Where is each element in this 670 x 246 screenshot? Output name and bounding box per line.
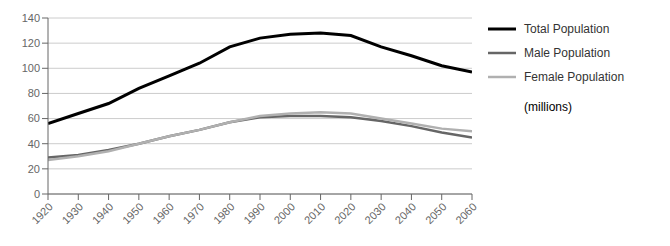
svg-text:40: 40	[28, 138, 40, 150]
svg-text:1960: 1960	[150, 200, 176, 226]
svg-text:100: 100	[22, 62, 40, 74]
svg-text:1980: 1980	[211, 200, 237, 226]
svg-text:2050: 2050	[423, 200, 449, 226]
svg-text:1990: 1990	[241, 200, 267, 226]
svg-text:120: 120	[22, 37, 40, 49]
svg-text:20: 20	[28, 163, 40, 175]
html-text:(millions): (millions)	[524, 100, 572, 114]
svg-text:2040: 2040	[393, 200, 419, 226]
svg-text:1950: 1950	[120, 200, 146, 226]
svg-text:60: 60	[28, 112, 40, 124]
svg-text:80: 80	[28, 87, 40, 99]
svg-text:1930: 1930	[59, 200, 85, 226]
svg-text:2060: 2060	[453, 200, 479, 226]
svg-text:1940: 1940	[90, 200, 116, 226]
svg-text:2010: 2010	[302, 200, 328, 226]
svg-text:2020: 2020	[332, 200, 358, 226]
html-text:Total Population: Total Population	[524, 22, 610, 36]
svg-text:0: 0	[34, 188, 40, 200]
svg-text:2000: 2000	[271, 200, 297, 226]
html-text:Male Population: Male Population	[524, 46, 611, 60]
svg-text:1970: 1970	[181, 200, 207, 226]
svg-text:1920: 1920	[29, 200, 55, 226]
html-text:Female Population: Female Population	[524, 70, 625, 84]
svg-text:2030: 2030	[362, 200, 388, 226]
svg-text:140: 140	[22, 12, 40, 24]
